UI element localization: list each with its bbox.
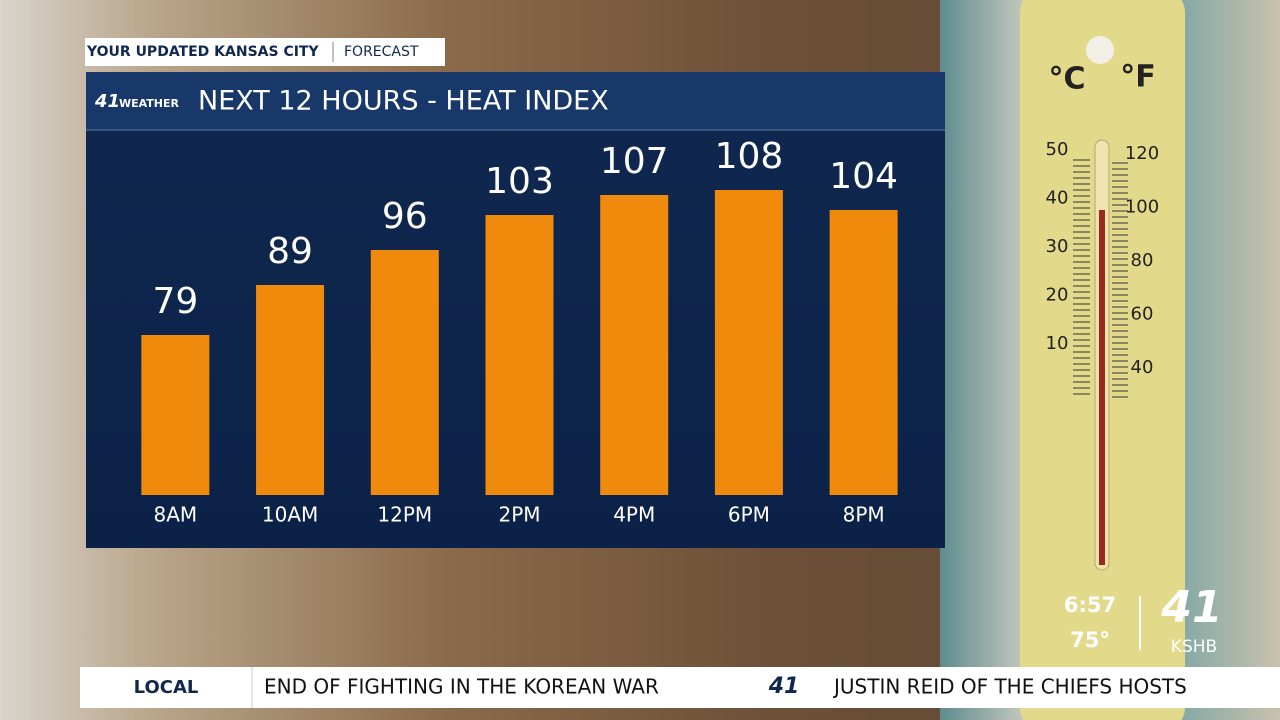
x-tick-label: 2PM <box>498 503 540 527</box>
bar <box>600 195 669 495</box>
current-temperature: 75° <box>1070 628 1110 652</box>
celsius-mark: 20 <box>1046 285 1069 306</box>
chart-header <box>86 72 945 130</box>
plot: 8AM 79 10AM 89 12PM 96 2PM 103 4PM 107 6PM 108 8PM 10… <box>141 136 898 527</box>
fahrenheit-mark: 60 <box>1131 304 1154 325</box>
value-label: 96 <box>382 196 428 237</box>
bar <box>370 250 439 495</box>
celsius-mark: 40 <box>1046 188 1069 209</box>
value-label: 108 <box>715 136 784 177</box>
ticker-next-headline: JUSTIN REID OF THE CHIEFS HOSTS <box>832 675 1187 699</box>
value-label: 79 <box>152 281 198 322</box>
x-tick-label: 4PM <box>613 503 655 527</box>
panel-logo-number: 41 <box>94 91 120 112</box>
bar <box>714 190 783 495</box>
celsius-mark: 50 <box>1046 139 1069 160</box>
station-logo: 41 <box>1160 582 1222 633</box>
bar <box>256 285 325 495</box>
celsius-mark: 10 <box>1046 333 1069 354</box>
thermometer-hole <box>1086 36 1114 64</box>
bar <box>829 210 898 495</box>
fahrenheit-label: °F <box>1120 60 1156 95</box>
x-tick-label: 12PM <box>377 503 432 527</box>
bar <box>141 335 210 495</box>
fahrenheit-mark: 100 <box>1125 197 1159 218</box>
header-section: FORECAST <box>344 44 419 60</box>
fahrenheit-mark: 120 <box>1125 143 1159 164</box>
fahrenheit-mark: 80 <box>1131 250 1154 271</box>
x-tick-label: 6PM <box>728 503 770 527</box>
value-label: 89 <box>267 231 313 272</box>
ticker-logo: 41 <box>768 674 800 699</box>
fahrenheit-mark: 40 <box>1131 357 1154 378</box>
panel-logo-word: WEATHER <box>119 97 180 110</box>
clock: 6:57 <box>1064 593 1116 617</box>
x-tick-label: 8AM <box>154 503 198 527</box>
value-label: 103 <box>485 161 554 202</box>
value-label: 107 <box>600 141 669 182</box>
call-sign: KSHB <box>1171 637 1217 657</box>
celsius-label: °C <box>1048 62 1085 97</box>
header-strip <box>85 38 445 66</box>
celsius-mark: 30 <box>1046 236 1069 257</box>
header-station: YOUR UPDATED KANSAS CITY <box>86 44 319 60</box>
x-tick-label: 8PM <box>843 503 885 527</box>
ticker-bar <box>80 667 1280 708</box>
ticker-section: LOCAL <box>134 677 199 698</box>
thermometer-scale: 50 40 30 20 10 120 100 80 60 40 <box>1046 139 1159 398</box>
ticker-headline: END OF FIGHTING IN THE KOREAN WAR <box>264 675 659 699</box>
chart-title: NEXT 12 HOURS - HEAT INDEX <box>198 86 609 117</box>
bar <box>485 215 554 495</box>
value-label: 104 <box>829 156 898 197</box>
x-tick-label: 10AM <box>262 503 318 527</box>
thermometer-mercury <box>1099 210 1105 565</box>
